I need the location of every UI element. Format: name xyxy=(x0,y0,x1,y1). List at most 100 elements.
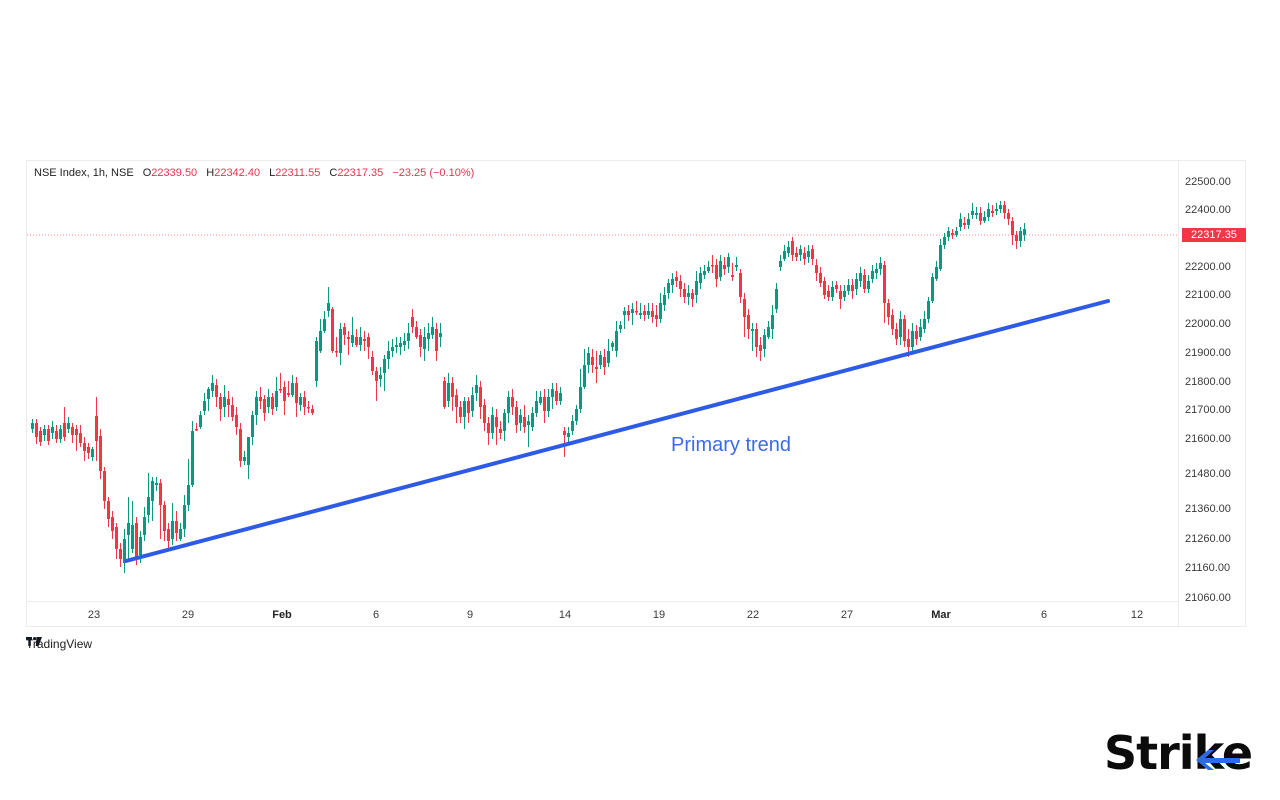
candle-down xyxy=(111,511,114,539)
candle-down xyxy=(991,205,994,217)
arrow-left-icon xyxy=(1195,750,1240,770)
strike-logo-ke: ke xyxy=(1193,726,1254,780)
candle-down xyxy=(723,257,726,275)
candle-down xyxy=(239,423,242,467)
candle-up xyxy=(703,265,706,279)
candle-up xyxy=(379,367,382,387)
ohlc-legend: NSE Index, 1h, NSE O22339.50 H22342.40 L… xyxy=(34,167,474,179)
candle-down xyxy=(303,391,306,415)
candle-up xyxy=(875,263,878,279)
candle-up xyxy=(535,391,538,417)
candle-up xyxy=(207,387,210,411)
candle-up xyxy=(939,239,942,271)
candle-up xyxy=(179,523,182,541)
candle-up xyxy=(403,333,406,351)
price-tick-label: 21900.00 xyxy=(1185,347,1231,359)
candle-up xyxy=(699,267,702,289)
candle-down xyxy=(195,423,198,431)
candle-up xyxy=(767,321,770,339)
candle-down xyxy=(679,275,682,297)
high-label: H xyxy=(206,167,215,179)
candle-up xyxy=(127,497,130,559)
candle-up xyxy=(255,391,258,425)
candle-up xyxy=(31,419,34,433)
candle-up xyxy=(867,275,870,293)
price-tick-label: 21360.00 xyxy=(1185,503,1231,515)
candle-down xyxy=(63,407,66,441)
price-axis[interactable]: 21060.00 21160.00 21260.00 21360.00 21480.00… xyxy=(1178,161,1246,628)
candle-up xyxy=(391,339,394,357)
candle-down xyxy=(715,259,718,287)
candle-down xyxy=(863,269,866,293)
candle-up xyxy=(587,347,590,373)
candle-up xyxy=(959,213,962,231)
candle-down xyxy=(675,271,678,287)
candle-up xyxy=(967,213,970,229)
low-label: L xyxy=(269,167,276,179)
candle-down xyxy=(803,247,806,265)
change-value: −23.25 (−0.10%) xyxy=(392,167,475,179)
candle-down xyxy=(331,307,334,353)
candle-up xyxy=(583,349,586,389)
candle-down xyxy=(915,325,918,345)
candle-down xyxy=(755,323,758,357)
candle-up xyxy=(783,245,786,261)
candle-up xyxy=(571,415,574,435)
candle-up xyxy=(91,447,94,461)
candle-up xyxy=(123,529,126,573)
candle-up xyxy=(247,437,250,479)
candle-up xyxy=(171,503,174,545)
price-tick-label: 22200.00 xyxy=(1185,261,1231,273)
candle-down xyxy=(371,351,374,375)
time-tick-label: 6 xyxy=(372,609,380,621)
candle-down xyxy=(215,379,218,407)
candle-up xyxy=(579,369,582,413)
price-tick-label: 22500.00 xyxy=(1185,176,1231,188)
candle-down xyxy=(307,401,310,413)
candle-up xyxy=(871,265,874,283)
candle-up xyxy=(507,391,510,423)
candle-up xyxy=(67,417,70,433)
candle-up xyxy=(471,387,474,417)
candle-down xyxy=(363,331,366,351)
tradingview-label: TradingView xyxy=(26,637,93,651)
candle-up xyxy=(831,281,834,301)
candle-down xyxy=(795,247,798,261)
candle-up xyxy=(559,387,562,405)
candle-down xyxy=(311,405,314,415)
candle-up xyxy=(399,337,402,355)
close-label: C xyxy=(329,167,338,179)
candle-up xyxy=(619,321,622,333)
time-axis[interactable]: 23 29 Feb 6 9 14 19 22 27 Mar 6 12 xyxy=(27,601,1178,627)
candle-down xyxy=(651,303,654,323)
time-tick-label: 14 xyxy=(558,609,572,621)
candle-down xyxy=(963,217,966,229)
candle-up xyxy=(735,257,738,271)
candle-down xyxy=(419,329,422,357)
candle-up xyxy=(383,355,386,391)
candle-up xyxy=(983,211,986,223)
primary-trendline[interactable] xyxy=(124,299,1110,563)
candle-up xyxy=(299,393,302,411)
candle-up xyxy=(151,477,154,521)
candle-down xyxy=(455,389,458,423)
candle-up xyxy=(899,311,902,345)
candle-down xyxy=(163,501,166,541)
candle-down xyxy=(119,543,122,567)
candle-down xyxy=(643,305,646,321)
candle-up xyxy=(155,477,158,491)
candle-down xyxy=(55,425,58,443)
candle-down xyxy=(883,261,886,323)
price-tick-label: 22100.00 xyxy=(1185,289,1231,301)
candle-down xyxy=(175,511,178,541)
candle-up xyxy=(527,415,530,447)
candle-up xyxy=(807,245,810,263)
candle-up xyxy=(427,323,430,351)
candle-down xyxy=(451,377,454,411)
candle-up xyxy=(935,261,938,281)
candle-up xyxy=(491,407,494,439)
candle-down xyxy=(691,289,694,307)
plot-area[interactable]: NSE Index, 1h, NSE O22339.50 H22342.40 L… xyxy=(27,161,1178,601)
candle-up xyxy=(531,407,534,431)
time-tick-label: 29 xyxy=(181,609,195,621)
